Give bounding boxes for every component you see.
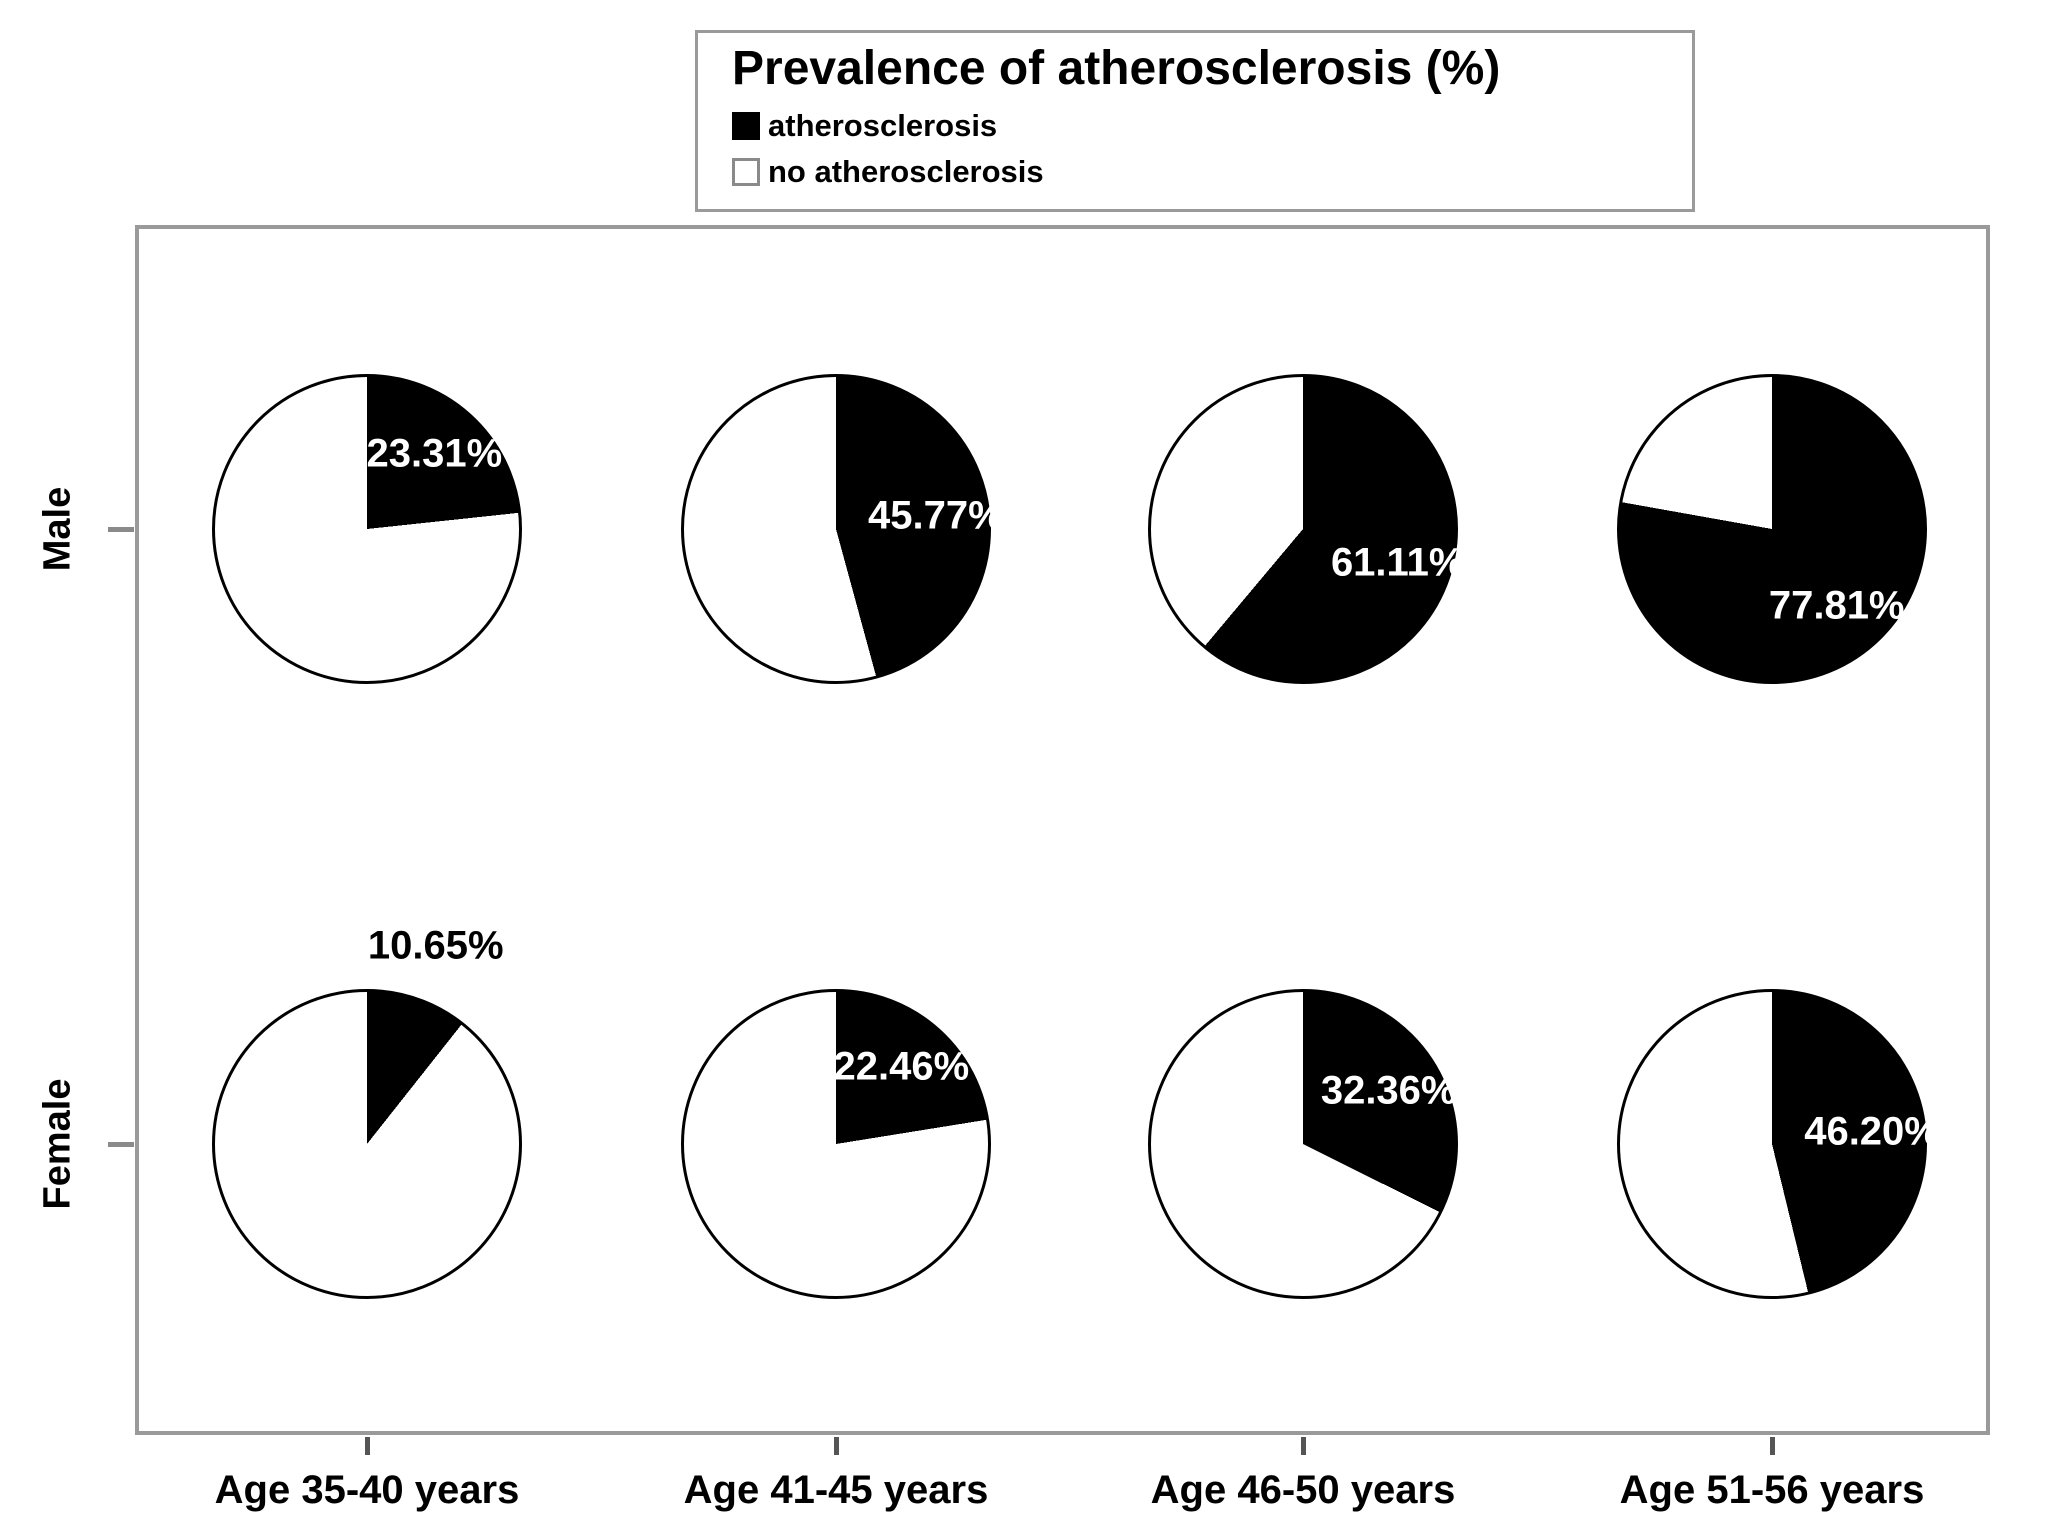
bottom-tick-age-46-50-years xyxy=(1301,1437,1306,1455)
col-label-age-46-50-years: Age 46-50 years xyxy=(1150,1468,1456,1512)
left-tick-female xyxy=(108,1142,134,1147)
pie-value-label-female-age-51-56-years: 46.20% xyxy=(1804,1109,1940,1154)
bottom-tick-age-41-45-years xyxy=(834,1437,839,1455)
pie-value-label-female-age-41-45-years: 22.46% xyxy=(833,1044,970,1089)
chart-title-box: Prevalence of atherosclerosis (%) athero… xyxy=(695,30,1695,212)
pie-male-age-46-50-years xyxy=(1148,374,1458,684)
col-label-age-51-56-years: Age 51-56 years xyxy=(1619,1468,1925,1512)
row-label-male: Male xyxy=(36,486,79,572)
pie-value-label-male-age-46-50-years: 61.11% xyxy=(1330,540,1465,585)
pie-value-label-female-age-46-50-years: 32.36% xyxy=(1320,1068,1457,1113)
legend-open-square-icon xyxy=(732,158,760,186)
pie-value-label-male-age-51-56-years: 77.81% xyxy=(1768,583,1905,628)
pie-male-age-35-40-years xyxy=(212,374,522,684)
bottom-tick-age-51-56-years xyxy=(1770,1437,1775,1455)
row-label-female: Female xyxy=(36,1078,79,1210)
legend-item-no-atherosclerosis: no atherosclerosis xyxy=(732,149,1692,195)
pie-male-age-41-45-years xyxy=(681,374,991,684)
pie-female-age-46-50-years xyxy=(1148,989,1458,1299)
pie-female-age-51-56-years xyxy=(1617,989,1927,1299)
pie-female-age-41-45-years xyxy=(681,989,991,1299)
pie-value-label-female-age-35-40-years: 10.65% xyxy=(367,923,504,968)
col-label-age-35-40-years: Age 35-40 years xyxy=(214,1468,520,1512)
legend-item-atherosclerosis: atherosclerosis xyxy=(732,103,1692,149)
legend: atherosclerosis no atherosclerosis xyxy=(732,103,1692,195)
bottom-tick-age-35-40-years xyxy=(365,1437,370,1455)
left-tick-male xyxy=(108,527,134,532)
pie-male-age-51-56-years xyxy=(1617,374,1927,684)
pie-value-label-male-age-35-40-years: 23.31% xyxy=(366,431,503,476)
col-label-age-41-45-years: Age 41-45 years xyxy=(683,1468,989,1512)
pie-female-age-35-40-years xyxy=(212,989,522,1299)
legend-label-no-atherosclerosis: no atherosclerosis xyxy=(768,154,1044,189)
pie-value-label-male-age-41-45-years: 45.77% xyxy=(868,493,1004,538)
legend-label-atherosclerosis: atherosclerosis xyxy=(768,108,998,143)
legend-filled-square-icon xyxy=(732,112,760,140)
chart-title: Prevalence of atherosclerosis (%) xyxy=(732,42,1501,95)
